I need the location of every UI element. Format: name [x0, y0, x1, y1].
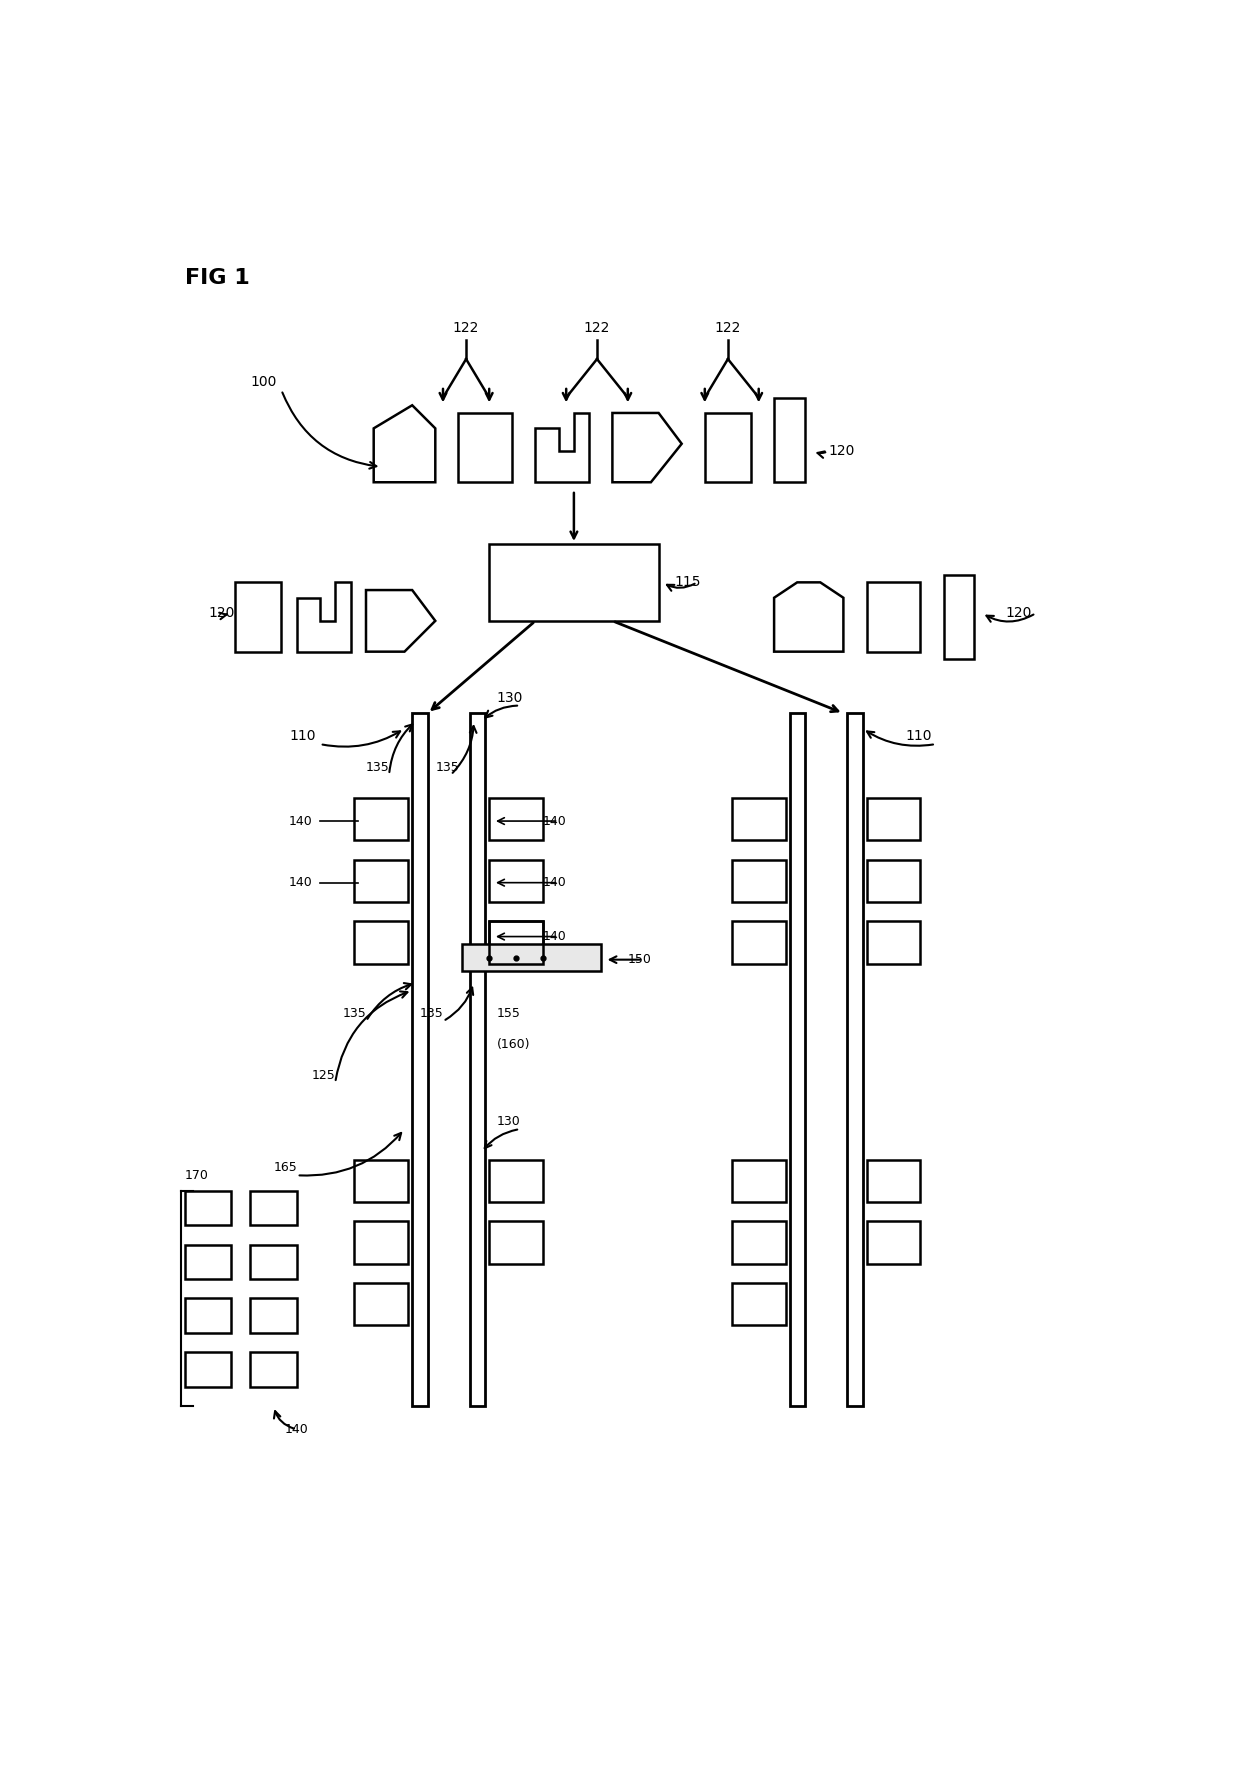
Bar: [355, 798, 408, 840]
Text: FIG 1: FIG 1: [185, 268, 249, 289]
Bar: [732, 1222, 786, 1264]
Text: 135: 135: [420, 1007, 444, 1019]
Bar: [236, 582, 281, 652]
Bar: [490, 798, 543, 840]
Bar: [459, 413, 512, 482]
Bar: [867, 922, 920, 963]
Text: 125: 125: [312, 1069, 336, 1082]
Text: 140: 140: [543, 876, 567, 890]
Text: 122: 122: [584, 321, 610, 335]
Bar: [490, 922, 543, 963]
Bar: [355, 922, 408, 963]
Bar: [867, 1160, 920, 1202]
Bar: [704, 413, 751, 482]
Bar: [250, 1245, 296, 1278]
Text: 140: 140: [289, 876, 312, 890]
Bar: [185, 1191, 231, 1225]
Bar: [250, 1353, 296, 1386]
Text: 140: 140: [289, 814, 312, 828]
Text: 150: 150: [627, 954, 652, 966]
Text: 135: 135: [435, 761, 459, 773]
Text: 122: 122: [453, 321, 480, 335]
Bar: [490, 544, 658, 621]
Text: 140: 140: [543, 931, 567, 943]
Bar: [867, 860, 920, 902]
Bar: [470, 713, 485, 1406]
Bar: [732, 922, 786, 963]
Bar: [490, 922, 543, 963]
Text: 135: 135: [366, 761, 389, 773]
Text: 140: 140: [543, 814, 567, 828]
Bar: [250, 1298, 296, 1333]
Bar: [355, 1160, 408, 1202]
Text: 110: 110: [289, 729, 315, 743]
Text: 120: 120: [828, 445, 854, 459]
Text: 100: 100: [250, 376, 277, 388]
Bar: [412, 713, 428, 1406]
Text: 120: 120: [208, 606, 234, 621]
Bar: [732, 1284, 786, 1326]
Text: 130: 130: [497, 1115, 521, 1128]
Bar: [250, 1191, 296, 1225]
Bar: [944, 574, 975, 660]
Text: 110: 110: [905, 729, 931, 743]
Text: 155: 155: [497, 1007, 521, 1019]
Bar: [732, 1160, 786, 1202]
Bar: [355, 1284, 408, 1326]
Bar: [185, 1353, 231, 1386]
Text: (160): (160): [497, 1037, 531, 1051]
Bar: [490, 860, 543, 902]
Bar: [185, 1298, 231, 1333]
Bar: [774, 397, 805, 482]
Text: 115: 115: [675, 576, 701, 589]
Bar: [790, 713, 805, 1406]
Text: 170: 170: [185, 1168, 208, 1183]
Text: 122: 122: [714, 321, 742, 335]
Bar: [867, 582, 920, 652]
Bar: [185, 1245, 231, 1278]
Bar: [867, 798, 920, 840]
Text: 165: 165: [274, 1161, 298, 1174]
Text: 135: 135: [343, 1007, 367, 1019]
Bar: [490, 1222, 543, 1264]
Text: 120: 120: [1006, 606, 1032, 621]
Bar: [463, 945, 601, 972]
Text: 140: 140: [285, 1424, 309, 1436]
Bar: [732, 860, 786, 902]
Bar: [867, 1222, 920, 1264]
Bar: [355, 860, 408, 902]
Bar: [355, 1222, 408, 1264]
Bar: [732, 798, 786, 840]
Bar: [847, 713, 863, 1406]
Text: 130: 130: [497, 691, 523, 706]
Bar: [490, 1160, 543, 1202]
